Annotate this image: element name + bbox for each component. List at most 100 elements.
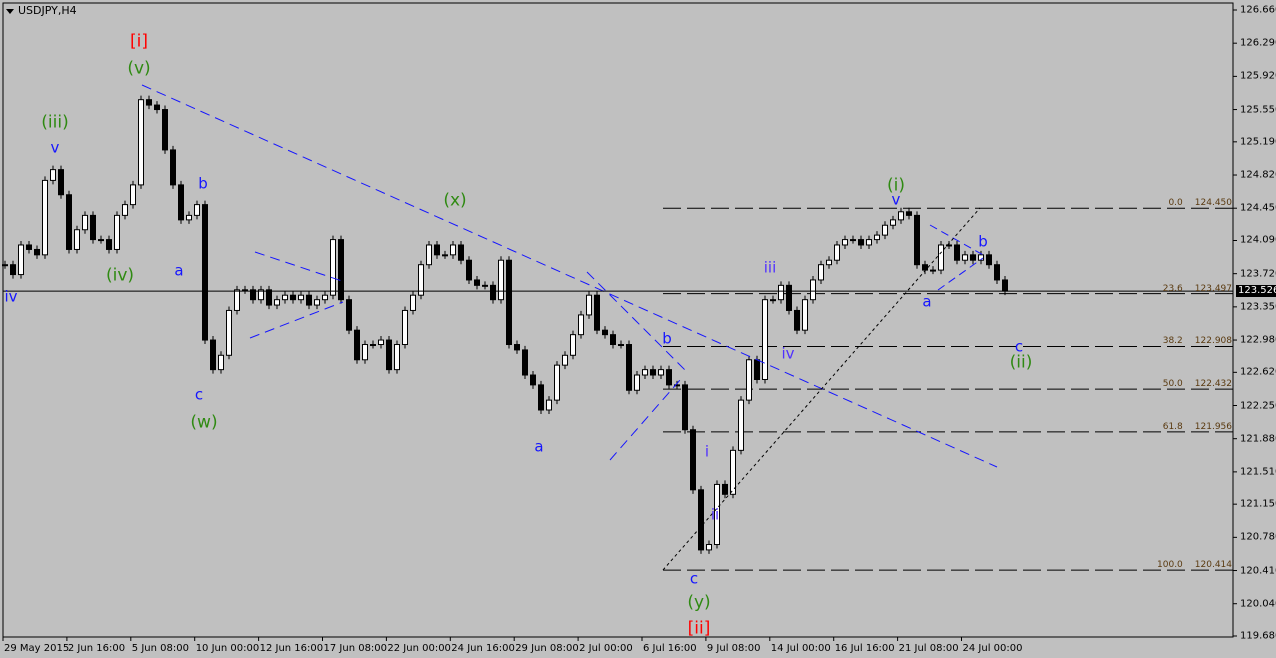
date-tick-label: 2 Jul 00:00 <box>579 643 633 654</box>
candle <box>210 339 216 371</box>
wave-label: i <box>704 442 710 461</box>
candle <box>874 234 880 241</box>
dropdown-triangle-icon[interactable] <box>6 8 14 14</box>
candle <box>170 149 176 186</box>
candle <box>634 374 640 391</box>
candle <box>618 344 624 347</box>
candle <box>962 254 968 261</box>
candle <box>666 369 672 386</box>
fib-price: 120.414 <box>1194 560 1232 571</box>
candle <box>34 248 40 256</box>
wave-label: iv <box>4 287 18 306</box>
fib-level-label: 61.8 121.956 <box>1163 422 1232 432</box>
candle <box>394 344 400 371</box>
wave-label: v <box>50 138 60 157</box>
candle <box>50 169 56 181</box>
candle <box>682 384 688 431</box>
candle <box>826 259 832 266</box>
candle <box>18 244 24 276</box>
price-tick-label: 122.620 <box>1240 366 1276 378</box>
wave-label: (v) <box>127 58 151 79</box>
triangle-lower-line[interactable] <box>249 301 344 339</box>
candle <box>530 374 536 386</box>
candle <box>506 259 512 346</box>
small-triangle-lower[interactable] <box>937 257 984 291</box>
trendlines[interactable] <box>141 84 998 571</box>
candle <box>290 294 296 301</box>
wave-label: (iv) <box>105 265 135 286</box>
candle <box>802 299 808 331</box>
fibonacci-baseline[interactable] <box>662 207 981 571</box>
date-axis-ticks <box>2 637 962 641</box>
date-tick-label: 16 Jul 16:00 <box>834 643 895 654</box>
price-tick-label: 120.040 <box>1240 598 1276 610</box>
fib-level-label: 23.6 123.497 <box>1163 284 1232 294</box>
candle <box>442 254 448 257</box>
candle <box>114 214 120 250</box>
date-tick-label: 6 Jul 16:00 <box>643 643 697 654</box>
candle <box>818 264 824 281</box>
candle <box>514 344 520 351</box>
wave-label: iii <box>763 258 777 277</box>
candle <box>250 289 256 301</box>
wave-label: a <box>534 437 544 456</box>
channel-upper-line[interactable] <box>586 271 686 371</box>
wave-label: a <box>922 292 932 311</box>
fib-percent: 23.6 <box>1162 283 1183 294</box>
channel-lower-line[interactable] <box>609 379 681 461</box>
candle <box>706 544 712 551</box>
candle <box>194 204 200 216</box>
wave-label: (iii) <box>41 112 69 133</box>
wave-label: (w) <box>190 412 218 433</box>
small-triangle-upper[interactable] <box>929 224 986 257</box>
candle <box>674 384 680 387</box>
wave-label: c <box>194 385 204 404</box>
candle <box>642 369 648 376</box>
fib-price: 121.956 <box>1194 421 1232 432</box>
date-tick-label: 29 Jun 08:00 <box>515 643 579 654</box>
date-tick-label: 21 Jul 08:00 <box>898 643 959 654</box>
candle <box>954 244 960 261</box>
candle <box>810 279 816 301</box>
fib-price: 122.432 <box>1194 379 1232 390</box>
candle <box>610 334 616 346</box>
candle <box>578 314 584 336</box>
candle <box>66 194 72 250</box>
price-tick-label: 125.190 <box>1240 136 1276 148</box>
candle <box>562 354 568 366</box>
candle <box>914 214 920 266</box>
candle <box>602 329 608 336</box>
candle <box>866 239 872 246</box>
price-tick-label: 121.150 <box>1240 498 1276 510</box>
price-tick-label: 121.510 <box>1240 466 1276 478</box>
date-tick-label: 24 Jul 00:00 <box>962 643 1023 654</box>
candle <box>426 244 432 266</box>
candle <box>714 483 720 546</box>
candle <box>746 359 752 401</box>
candle <box>314 299 320 306</box>
fib-percent: 61.8 <box>1162 421 1183 432</box>
main-trendline[interactable] <box>141 84 998 468</box>
candle <box>370 344 376 347</box>
candle <box>130 184 136 206</box>
candle <box>922 264 928 271</box>
candle <box>122 204 128 216</box>
wave-label: (ii) <box>1009 352 1033 373</box>
candle <box>2 264 8 267</box>
wave-label: (i) <box>887 175 905 196</box>
fib-level-label: 100.0 120.414 <box>1157 560 1232 570</box>
date-tick-label: 10 Jun 00:00 <box>195 643 260 654</box>
date-tick-label: 17 Jun 08:00 <box>323 643 388 654</box>
symbol-timeframe[interactable]: USDJPY,H4 <box>6 4 77 17</box>
date-tick-label: 24 Jun 16:00 <box>451 643 515 654</box>
candle <box>882 224 888 236</box>
price-axis-ticks <box>1233 9 1237 637</box>
price-tick-label: 122.980 <box>1240 334 1276 346</box>
fib-price: 122.908 <box>1194 336 1232 347</box>
candle <box>1002 279 1008 292</box>
candle <box>106 239 112 250</box>
date-tick-label: 2 Jun 16:00 <box>67 643 126 654</box>
candle <box>570 334 576 356</box>
current-price-label: 123.526 <box>1236 285 1276 298</box>
